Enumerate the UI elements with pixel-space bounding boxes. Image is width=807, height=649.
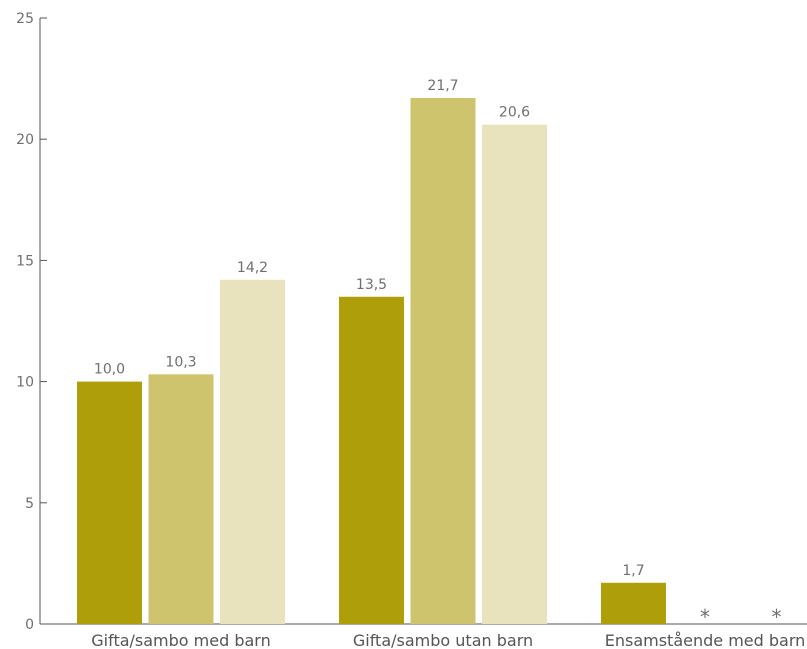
data-label: 10,3: [165, 354, 196, 370]
y-tick-label: 20: [16, 132, 34, 148]
bar: [148, 374, 214, 624]
bar: [410, 97, 476, 624]
data-label: 10,0: [94, 362, 125, 378]
bar: [339, 296, 404, 624]
labels: 10,0 10,3 14,2 Gifta/sambo med barn 13,5 21,7…: [91, 78, 805, 649]
y-tick-label: 0: [25, 617, 34, 633]
y-tick-label: 10: [16, 375, 34, 391]
data-label: 14,2: [237, 260, 268, 276]
data-label: 13,5: [356, 277, 387, 293]
data-label-na: *: [772, 605, 782, 629]
x-category-label: Ensamstående med barn: [605, 631, 806, 649]
data-label: 1,7: [622, 563, 644, 579]
data-label-na: *: [700, 605, 710, 629]
y-tick-label: 25: [16, 11, 34, 27]
x-category-label: Gifta/sambo utan barn: [353, 631, 533, 649]
data-label: 21,7: [427, 78, 458, 94]
bar: [77, 381, 142, 624]
y-tick-label: 15: [16, 253, 34, 269]
bar: [482, 124, 547, 624]
y-tick-label: 5: [25, 496, 34, 512]
bar: [601, 582, 666, 624]
data-label: 20,6: [499, 105, 530, 121]
x-category-label: Gifta/sambo med barn: [91, 631, 271, 649]
bars: [77, 97, 666, 624]
bar: [220, 279, 285, 624]
